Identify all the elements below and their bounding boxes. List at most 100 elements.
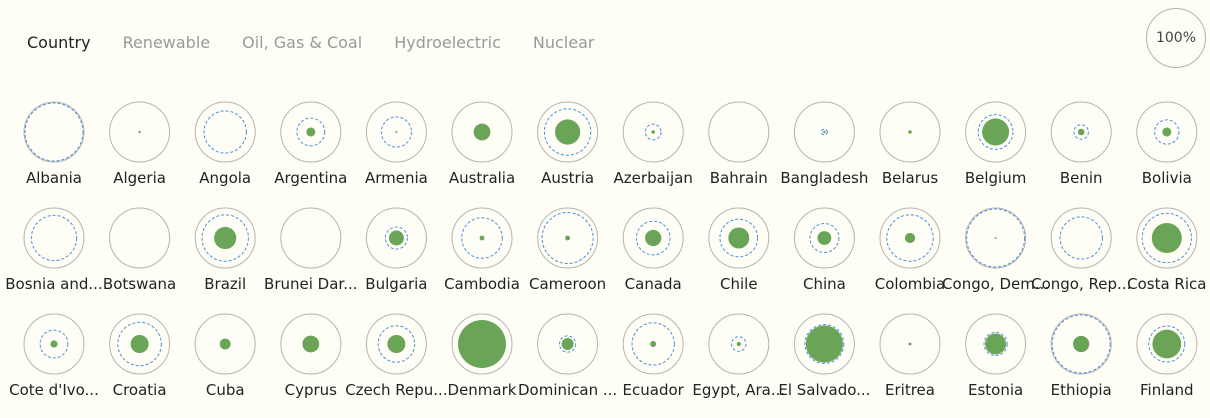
country-label: Denmark: [448, 381, 517, 399]
outer-circle: [194, 101, 256, 163]
country-bubble[interactable]: Colombia: [875, 207, 946, 293]
country-label: Australia: [449, 169, 515, 187]
country-bubble[interactable]: Eritrea: [879, 313, 941, 399]
renewable-fill: [908, 342, 912, 346]
country-bubble[interactable]: Dominican ...: [518, 313, 617, 399]
renewable-fill: [985, 333, 1007, 355]
country-bubble[interactable]: Bahrain: [708, 101, 770, 187]
country-bubble[interactable]: Czech Repu...: [345, 313, 448, 399]
country-label: Egypt, Ara...: [692, 381, 785, 399]
hydro-ring: [983, 331, 1008, 357]
outer-circle: [365, 207, 427, 269]
tab-country[interactable]: Country: [27, 33, 91, 52]
country-bubble[interactable]: El Salvado...: [778, 313, 870, 399]
country-bubble[interactable]: Croatia: [109, 313, 171, 399]
outer-circle: [965, 101, 1027, 163]
country-bubble[interactable]: Australia: [449, 101, 515, 187]
renewable-fill: [302, 335, 320, 353]
hydro-ring: [296, 117, 326, 147]
country-bubble[interactable]: Argentina: [274, 101, 347, 187]
renewable-fill: [1077, 128, 1085, 136]
country-bubble[interactable]: Cuba: [194, 313, 256, 399]
country-bubble[interactable]: Finland: [1136, 313, 1198, 399]
country-label: Czech Repu...: [345, 381, 447, 399]
country-bubble[interactable]: Egypt, Ara...: [692, 313, 785, 399]
outer-circle: [1136, 207, 1198, 269]
hydro-ring: [203, 110, 247, 154]
country-bubble[interactable]: Bangladesh: [780, 101, 868, 187]
country-bubble[interactable]: Brunei Dar...: [264, 207, 358, 293]
country-bubble[interactable]: Botswana: [103, 207, 176, 293]
renewable-fill: [650, 341, 657, 347]
tab-oil-gas-coal[interactable]: Oil, Gas & Coal: [242, 33, 363, 52]
country-label: Canada: [625, 275, 682, 293]
country-bubble[interactable]: Bosnia and...: [5, 207, 103, 293]
country-bubble[interactable]: Congo, Rep...: [1031, 207, 1131, 293]
outer-circle: [1050, 101, 1112, 163]
country-bubble[interactable]: Armenia: [365, 101, 428, 187]
country-bubble[interactable]: Benin: [1050, 101, 1112, 187]
country-bubble[interactable]: Cote d'Ivo...: [9, 313, 99, 399]
country-bubble[interactable]: Cyprus: [280, 313, 342, 399]
country-label: Austria: [541, 169, 594, 187]
country-bubble[interactable]: Bulgaria: [365, 207, 428, 293]
outer-circle: [109, 207, 171, 269]
outer-circle: [280, 313, 342, 375]
country-bubble[interactable]: Brazil: [194, 207, 256, 293]
country-bubble[interactable]: Chile: [708, 207, 770, 293]
country-bubble[interactable]: China: [793, 207, 855, 293]
country-bubble[interactable]: Bolivia: [1136, 101, 1198, 187]
country-bubble[interactable]: Angola: [194, 101, 256, 187]
country-bubble[interactable]: Ecuador: [623, 313, 685, 399]
country-bubble[interactable]: Belarus: [879, 101, 941, 187]
country-label: Botswana: [103, 275, 176, 293]
outer-circle: [194, 207, 256, 269]
hydro-ring: [24, 102, 84, 162]
country-label: El Salvado...: [778, 381, 870, 399]
country-bubble[interactable]: Estonia: [965, 313, 1027, 399]
outer-circle: [23, 313, 85, 375]
country-bubble[interactable]: Denmark: [448, 313, 517, 399]
country-bubble[interactable]: Cameroon: [529, 207, 606, 293]
country-label: Dominican ...: [518, 381, 617, 399]
country-bubble[interactable]: Cambodia: [444, 207, 520, 293]
hydro-ring: [380, 116, 412, 148]
country-bubble[interactable]: Belgium: [965, 101, 1027, 187]
outer-circle: [365, 101, 427, 163]
country-label: Azerbaijan: [614, 169, 693, 187]
country-label: Congo, Dem...: [942, 275, 1049, 293]
country-label: Croatia: [113, 381, 167, 399]
country-label: Cyprus: [285, 381, 338, 399]
renewable-fill: [50, 340, 58, 348]
country-label: Cuba: [206, 381, 245, 399]
country-bubble[interactable]: Algeria: [109, 101, 171, 187]
hydro-ring: [543, 108, 592, 156]
renewable-fill: [387, 335, 406, 353]
tab-hydroelectric[interactable]: Hydroelectric: [394, 33, 501, 52]
country-bubble[interactable]: Ethiopia: [1051, 313, 1112, 399]
tab-nuclear[interactable]: Nuclear: [532, 33, 595, 52]
country-bubble[interactable]: Congo, Dem...: [942, 207, 1049, 293]
renewable-fill: [473, 123, 491, 141]
hydro-ring: [201, 214, 249, 262]
country-bubble[interactable]: Costa Rica: [1127, 207, 1206, 293]
renewable-fill: [736, 341, 741, 347]
country-label: Bolivia: [1142, 169, 1192, 187]
country-label: Bangladesh: [780, 169, 868, 187]
outer-circle: [365, 313, 427, 375]
country-label: Bahrain: [710, 169, 768, 187]
renewable-fill: [561, 338, 574, 350]
country-bubble[interactable]: Azerbaijan: [614, 101, 693, 187]
zoom-button[interactable]: 100%: [1146, 8, 1206, 68]
country-bubble[interactable]: Albania: [23, 101, 85, 187]
renewable-fill: [395, 131, 398, 133]
outer-circle: [280, 207, 342, 269]
country-bubble[interactable]: Canada: [622, 207, 684, 293]
hydro-ring: [821, 128, 828, 136]
country-bubble[interactable]: Austria: [537, 101, 599, 187]
outer-circle: [708, 313, 770, 375]
country-label: Albania: [26, 169, 82, 187]
renewable-fill: [651, 130, 655, 134]
tab-renewable[interactable]: Renewable: [122, 33, 211, 52]
renewable-fill: [458, 320, 506, 368]
